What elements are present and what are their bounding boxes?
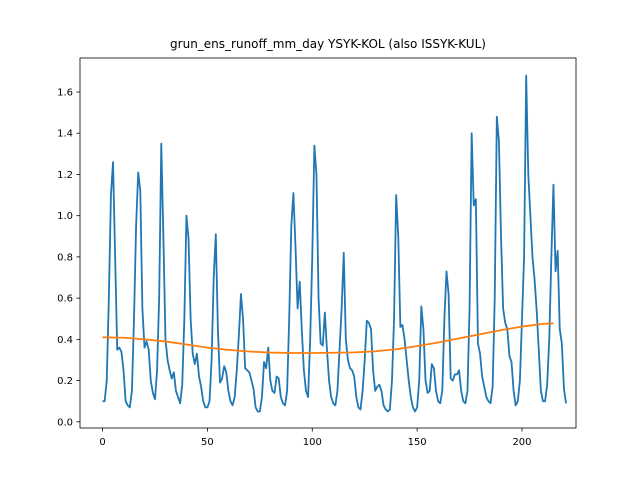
y-tick-label: 0.4 — [57, 335, 73, 346]
y-tick-label: 1.2 — [57, 170, 73, 181]
series-line-2 — [102, 322, 554, 354]
x-tick-label: 200 — [512, 437, 531, 448]
x-tick-label: 50 — [201, 437, 214, 448]
x-tick-label: 100 — [303, 437, 322, 448]
y-tick-label: 1.6 — [57, 88, 73, 99]
axes-frame — [79, 57, 577, 429]
axes-layer: 0 50 100 150 200 0.0 0.2 0.4 0.6 0.8 1.0 1.2 1.4 1.6 — [57, 57, 577, 448]
y-tick-label: 0.6 — [57, 294, 73, 305]
y-tick-label: 0.0 — [57, 417, 73, 428]
x-tick-label: 150 — [408, 437, 427, 448]
chart-title: grun_ens_runoff_mm_day YSYK-KOL (also IS… — [170, 37, 486, 51]
y-tick-label: 1.0 — [57, 211, 73, 222]
series-layer — [102, 74, 567, 413]
series-line-1 — [102, 74, 567, 413]
y-tick-label: 0.2 — [57, 376, 73, 387]
x-tick-label: 0 — [99, 437, 105, 448]
y-tick-label: 0.8 — [57, 252, 73, 263]
y-tick-label: 1.4 — [57, 129, 73, 140]
